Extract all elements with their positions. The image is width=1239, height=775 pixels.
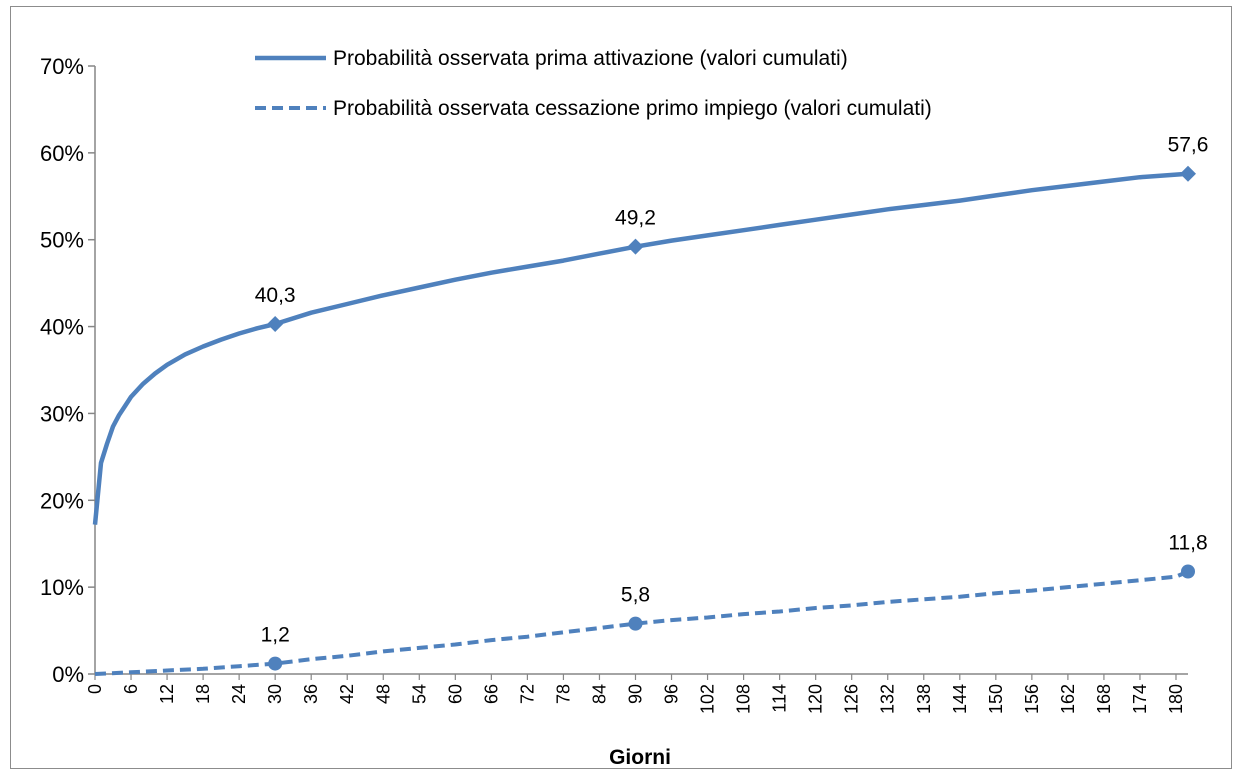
y-tick-label: 40% — [40, 315, 84, 340]
circle-marker — [268, 656, 283, 671]
y-axis: 0% 10% 20% 30% 40% 50% 60% 70% — [40, 54, 96, 687]
x-tick-label: 48 — [373, 684, 393, 704]
diamond-marker — [267, 315, 284, 332]
x-tick-label: 0 — [85, 684, 105, 694]
x-tick-label: 78 — [553, 684, 573, 704]
y-tick-label: 60% — [40, 141, 84, 166]
x-tick-label: 84 — [589, 684, 609, 704]
x-tick-label: 102 — [698, 684, 718, 714]
x-tick-label: 96 — [662, 684, 682, 704]
x-tick-label: 144 — [950, 684, 970, 714]
series-line-1 — [92, 171, 1189, 525]
x-tick-label: 24 — [229, 684, 249, 704]
data-label: 1,2 — [261, 624, 290, 647]
data-label: 49,2 — [615, 207, 656, 230]
data-label: 11,8 — [1168, 532, 1207, 555]
diamond-marker — [1180, 165, 1196, 182]
legend-label-1: Probabilità osservata prima attivazione … — [333, 47, 848, 70]
x-tick-label: 18 — [193, 684, 213, 704]
x-tick-label: 132 — [878, 684, 898, 714]
diamond-marker — [627, 238, 644, 255]
x-tick-label: 114 — [770, 684, 790, 713]
x-tick-label: 162 — [1058, 684, 1078, 714]
x-tick-label: 72 — [517, 684, 537, 704]
data-label: 5,8 — [621, 584, 650, 607]
data-labels: 40,3 49,2 57,6 1,2 5,8 11,8 — [255, 134, 1209, 647]
x-tick-label: 42 — [337, 684, 357, 704]
y-tick-label: 20% — [40, 488, 84, 513]
x-tick-label: 36 — [301, 684, 321, 704]
chart-frame — [10, 6, 1232, 769]
circle-marker — [628, 616, 643, 631]
x-axis-title: Giorni — [609, 746, 671, 769]
x-tick-label: 138 — [914, 684, 934, 714]
x-tick-label: 30 — [265, 684, 285, 704]
x-tick-label: 90 — [625, 684, 645, 704]
x-tick-label: 126 — [842, 684, 862, 714]
x-tick-label: 66 — [481, 684, 501, 704]
y-tick-label: 70% — [40, 54, 84, 79]
y-tick-label: 10% — [40, 575, 84, 600]
x-tick-label: 54 — [409, 684, 429, 704]
circle-marker — [1181, 564, 1195, 579]
series-line-2 — [94, 569, 1189, 676]
legend: Probabilità osservata prima attivazione … — [255, 47, 932, 120]
y-tick-label: 0% — [52, 662, 84, 687]
x-tick-label: 168 — [1094, 684, 1114, 714]
x-tick-label: 60 — [445, 684, 465, 704]
x-tick-label: 108 — [734, 684, 754, 714]
x-tick-label: 174 — [1130, 684, 1150, 714]
x-tick-label: 156 — [1022, 684, 1042, 714]
x-tick-label: 150 — [986, 684, 1006, 714]
data-label: 40,3 — [255, 284, 296, 307]
y-tick-label: 30% — [40, 401, 84, 426]
data-label: 57,6 — [1168, 134, 1209, 157]
x-tick-label: 6 — [121, 684, 141, 694]
x-tick-label: 12 — [157, 684, 177, 704]
x-tick-label: 180 — [1166, 684, 1186, 714]
legend-label-2: Probabilità osservata cessazione primo i… — [333, 97, 932, 120]
x-tick-label: 120 — [806, 684, 826, 714]
y-tick-label: 50% — [40, 228, 84, 253]
x-axis: 0 6 12 18 24 30 36 42 48 54 60 66 72 78 84 90 96 102 108 11… — [85, 673, 1188, 714]
series-layer — [92, 165, 1196, 676]
